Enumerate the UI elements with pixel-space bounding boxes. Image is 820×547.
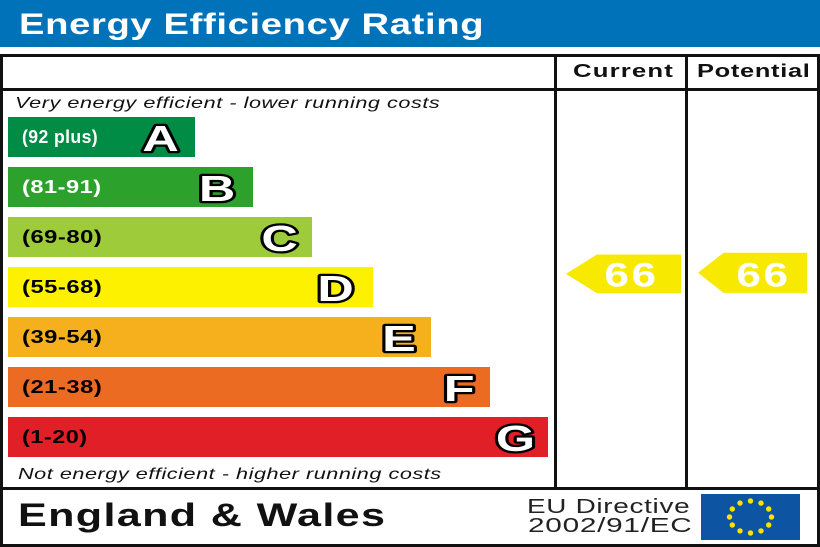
- svg-text:66: 66: [736, 256, 790, 294]
- svg-text:C: C: [261, 219, 297, 260]
- svg-text:F: F: [444, 369, 475, 410]
- svg-text:E: E: [382, 319, 416, 360]
- svg-text:G: G: [496, 419, 535, 460]
- svg-text:B: B: [199, 169, 235, 210]
- svg-text:66: 66: [604, 256, 658, 294]
- svg-text:D: D: [317, 269, 353, 310]
- svg-text:A: A: [142, 119, 178, 160]
